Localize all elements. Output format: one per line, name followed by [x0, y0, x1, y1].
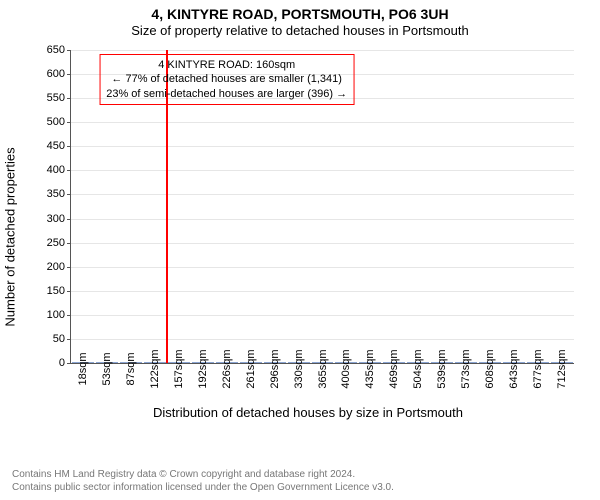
x-tick-label: 643sqm [508, 349, 520, 388]
footnotes: Contains HM Land Registry data © Crown c… [12, 469, 394, 494]
gridline [71, 194, 574, 195]
gridline [71, 291, 574, 292]
x-tick-label: 435sqm [364, 349, 376, 388]
x-tick-label: 677sqm [532, 349, 544, 388]
x-tick-label: 539sqm [436, 349, 448, 388]
gridline [71, 315, 574, 316]
y-tick-mark [67, 146, 71, 147]
y-tick-label: 50 [37, 333, 65, 345]
annotation-line: 23% of semi-detached houses are larger (… [106, 87, 347, 101]
y-tick-label: 600 [37, 68, 65, 80]
x-tick-label: 365sqm [317, 349, 329, 388]
plot-area: 18sqm53sqm87sqm122sqm157sqm192sqm226sqm2… [70, 50, 574, 364]
gridline [71, 50, 574, 51]
y-tick-label: 550 [37, 92, 65, 104]
y-tick-label: 300 [37, 213, 65, 225]
x-tick-label: 122sqm [149, 349, 161, 388]
y-tick-mark [67, 170, 71, 171]
chart: Number of detached properties 18sqm53sqm… [36, 44, 580, 430]
y-tick-label: 350 [37, 188, 65, 200]
x-tick-label: 573sqm [460, 349, 472, 388]
annotation-line: 4 KINTYRE ROAD: 160sqm [106, 58, 347, 72]
y-tick-label: 400 [37, 164, 65, 176]
page-title: 4, KINTYRE ROAD, PORTSMOUTH, PO6 3UH [0, 6, 600, 22]
x-tick-label: 608sqm [484, 349, 496, 388]
gridline [71, 243, 574, 244]
footnote-line-2: Contains public sector information licen… [12, 482, 394, 495]
footnote-line-1: Contains HM Land Registry data © Crown c… [12, 469, 394, 482]
annotation-line: ← 77% of detached houses are smaller (1,… [106, 72, 347, 86]
x-tick-label: 157sqm [173, 349, 185, 388]
y-tick-mark [67, 363, 71, 364]
y-tick-mark [67, 50, 71, 51]
x-tick-label: 261sqm [245, 349, 257, 388]
gridline [71, 146, 574, 147]
y-tick-mark [67, 339, 71, 340]
y-tick-label: 250 [37, 237, 65, 249]
y-tick-mark [67, 267, 71, 268]
y-tick-mark [67, 219, 71, 220]
title-block: 4, KINTYRE ROAD, PORTSMOUTH, PO6 3UH Siz… [0, 0, 600, 38]
x-tick-label: 53sqm [101, 352, 113, 385]
y-tick-label: 500 [37, 116, 65, 128]
y-tick-mark [67, 291, 71, 292]
annotation-box: 4 KINTYRE ROAD: 160sqm← 77% of detached … [99, 54, 354, 105]
y-tick-label: 0 [37, 357, 65, 369]
x-tick-label: 192sqm [197, 349, 209, 388]
y-tick-mark [67, 243, 71, 244]
x-tick-label: 330sqm [293, 349, 305, 388]
y-tick-label: 650 [37, 44, 65, 56]
y-tick-label: 200 [37, 261, 65, 273]
gridline [71, 219, 574, 220]
x-tick-label: 504sqm [412, 349, 424, 388]
y-tick-mark [67, 194, 71, 195]
x-tick-label: 296sqm [269, 349, 281, 388]
y-tick-mark [67, 74, 71, 75]
y-axis-label: Number of detached properties [3, 147, 18, 326]
gridline [71, 170, 574, 171]
y-tick-mark [67, 315, 71, 316]
y-tick-label: 150 [37, 285, 65, 297]
x-tick-label: 469sqm [388, 349, 400, 388]
y-tick-label: 100 [37, 309, 65, 321]
y-tick-mark [67, 98, 71, 99]
x-axis-label: Distribution of detached houses by size … [36, 405, 580, 420]
x-tick-label: 87sqm [125, 352, 137, 385]
x-tick-label: 712sqm [556, 349, 568, 388]
page-subtitle: Size of property relative to detached ho… [0, 23, 600, 38]
gridline [71, 267, 574, 268]
x-tick-label: 226sqm [221, 349, 233, 388]
gridline [71, 339, 574, 340]
x-tick-label: 400sqm [340, 349, 352, 388]
gridline [71, 122, 574, 123]
y-tick-label: 450 [37, 140, 65, 152]
x-tick-label: 18sqm [77, 352, 89, 385]
y-tick-mark [67, 122, 71, 123]
